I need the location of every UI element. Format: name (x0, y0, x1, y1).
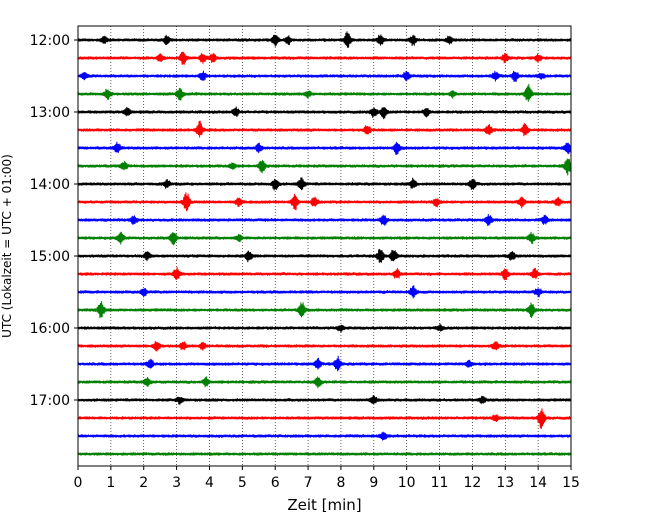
trace-line (77, 248, 572, 263)
trace-line (77, 141, 572, 155)
trace-line (77, 355, 572, 372)
x-tick-label: 14 (529, 475, 547, 491)
x-tick-label: 13 (496, 475, 514, 491)
trace-line (77, 395, 572, 405)
trace-line (77, 70, 572, 82)
y-axis: 12:00 13:00 14:00 15:00 16:00 17:00 (30, 33, 78, 409)
y-tick-label: 15:00 (30, 249, 70, 265)
trace-line (77, 83, 572, 102)
x-tick-label: 5 (238, 475, 247, 491)
trace-line (77, 192, 572, 212)
trace-line (77, 106, 572, 120)
trace-line (77, 231, 572, 246)
y-tick-label: 14:00 (30, 177, 70, 193)
trace-line (77, 120, 572, 138)
trace-line (77, 285, 572, 299)
y-axis-label: UTC (Lokalzeit = UTC + 01:00) (0, 154, 14, 338)
trace-line (77, 376, 572, 389)
trace-line (77, 452, 572, 456)
trace-line (77, 301, 572, 319)
x-tick-label: 10 (398, 475, 416, 491)
x-tick-label: 8 (336, 475, 345, 491)
x-tick-label: 2 (139, 475, 148, 491)
trace-line (77, 340, 572, 352)
trace-line (77, 213, 572, 226)
x-tick-label: 4 (205, 475, 214, 491)
x-tick-label: 15 (562, 475, 580, 491)
trace-line (77, 31, 572, 48)
trace-line (77, 408, 572, 429)
x-axis: 0 1 2 3 4 5 6 7 8 9 10 11 12 13 14 15 (74, 466, 580, 491)
plot-frame (77, 25, 572, 467)
trace-line (77, 51, 572, 65)
y-tick-label: 17:00 (30, 393, 70, 409)
y-tick-label: 16:00 (30, 321, 70, 337)
x-tick-label: 11 (431, 475, 449, 491)
trace-line (77, 431, 572, 441)
y-tick-label: 12:00 (30, 33, 70, 49)
trace-line (77, 158, 572, 176)
x-tick-label: 1 (106, 475, 115, 491)
seismic-traces (77, 31, 572, 456)
trace-line (77, 266, 572, 281)
x-tick-label: 3 (172, 475, 181, 491)
x-tick-label: 12 (463, 475, 481, 491)
x-axis-label: Zeit [min] (287, 496, 361, 514)
grid-lines (110, 26, 539, 466)
x-tick-label: 0 (74, 475, 83, 491)
y-tick-label: 13:00 (30, 105, 70, 121)
trace-line (77, 177, 572, 191)
x-tick-label: 9 (369, 475, 378, 491)
x-tick-label: 7 (304, 475, 313, 491)
trace-line (77, 323, 572, 333)
x-tick-label: 6 (271, 475, 280, 491)
